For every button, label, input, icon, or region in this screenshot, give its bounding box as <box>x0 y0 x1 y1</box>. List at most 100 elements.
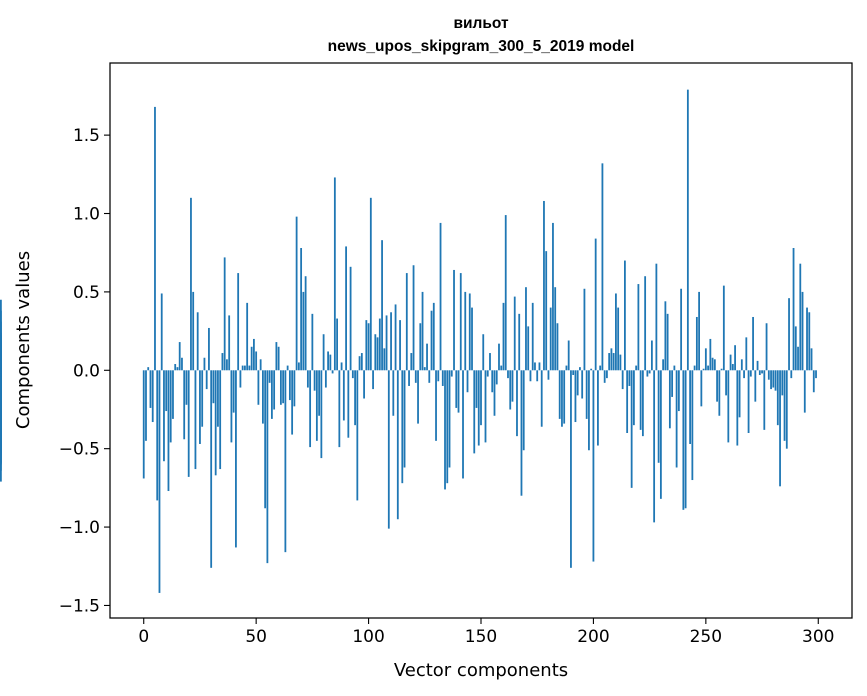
x-tick-label: 100 <box>352 627 384 647</box>
bar <box>154 106 156 371</box>
bar <box>219 370 222 470</box>
bar <box>734 345 736 371</box>
x-tick-label: 0 <box>138 627 149 647</box>
bar <box>239 370 242 388</box>
bar <box>749 370 752 377</box>
bar <box>657 370 660 463</box>
bar <box>405 273 408 371</box>
bar <box>178 342 181 371</box>
bar <box>347 370 350 438</box>
bar <box>608 353 611 371</box>
bar <box>502 302 505 371</box>
bar <box>208 327 210 371</box>
bar <box>232 370 235 413</box>
bar <box>165 370 168 412</box>
bar <box>354 370 356 426</box>
bar <box>774 370 777 391</box>
bar <box>255 351 258 371</box>
bar <box>199 370 201 444</box>
bar <box>765 323 768 371</box>
bar <box>621 370 624 390</box>
bar <box>709 338 712 371</box>
bar <box>387 370 390 529</box>
bar <box>327 351 329 371</box>
bar <box>785 370 788 449</box>
bar <box>228 315 231 371</box>
bar <box>194 370 197 470</box>
bar <box>565 365 568 371</box>
bar <box>547 370 550 380</box>
bar <box>172 370 174 419</box>
bar <box>181 357 183 371</box>
bar <box>0 370 2 394</box>
bar <box>788 298 790 371</box>
bar <box>743 370 745 379</box>
bar <box>293 370 296 407</box>
bar <box>399 320 401 371</box>
bar <box>576 370 579 396</box>
bar <box>529 370 532 382</box>
bar <box>522 370 525 451</box>
bar <box>691 370 694 481</box>
bar <box>767 370 770 380</box>
bar <box>507 370 509 379</box>
bar <box>601 163 604 371</box>
bar <box>262 370 264 424</box>
bar <box>549 307 552 371</box>
bar <box>160 293 163 371</box>
x-tick-label: 150 <box>465 627 497 647</box>
bar <box>333 177 336 371</box>
bar <box>695 316 698 371</box>
x-axis: 0 50 100 150 200 250 300 <box>138 618 834 647</box>
bar <box>668 370 671 429</box>
bar <box>0 370 2 372</box>
bar <box>792 248 795 371</box>
bar <box>718 370 721 416</box>
bar <box>275 342 278 371</box>
bar <box>677 370 680 412</box>
bar <box>592 370 595 562</box>
bar <box>812 370 815 393</box>
bar <box>689 370 692 444</box>
bar <box>628 370 631 386</box>
bar <box>740 359 743 371</box>
bar <box>300 248 303 371</box>
bar <box>145 370 147 441</box>
bar <box>336 318 338 371</box>
bar <box>803 370 806 413</box>
bar <box>518 313 521 371</box>
bar <box>282 370 285 404</box>
bar <box>158 370 161 593</box>
bar <box>421 291 424 371</box>
bar <box>574 370 577 423</box>
bar <box>302 291 305 371</box>
x-tick-label: 300 <box>802 627 834 647</box>
bar <box>635 365 638 371</box>
bar <box>151 370 154 423</box>
bar-series <box>0 89 817 593</box>
bar <box>340 362 343 371</box>
bar <box>311 313 314 371</box>
bar <box>322 334 325 371</box>
bar <box>648 370 651 374</box>
bar <box>561 370 563 427</box>
bar <box>716 370 718 402</box>
bar <box>450 370 453 377</box>
bar <box>0 368 2 371</box>
bar <box>761 370 763 374</box>
bar <box>664 301 667 371</box>
bar <box>338 370 341 448</box>
bar <box>390 312 392 371</box>
bar <box>498 343 500 371</box>
bar <box>167 370 170 492</box>
bar <box>441 370 444 386</box>
bar <box>597 370 599 446</box>
bar <box>493 370 496 416</box>
bar <box>464 291 467 371</box>
bar <box>594 238 597 371</box>
bar <box>457 370 460 413</box>
bar <box>471 307 473 371</box>
bar <box>722 285 725 371</box>
bar <box>491 370 494 393</box>
